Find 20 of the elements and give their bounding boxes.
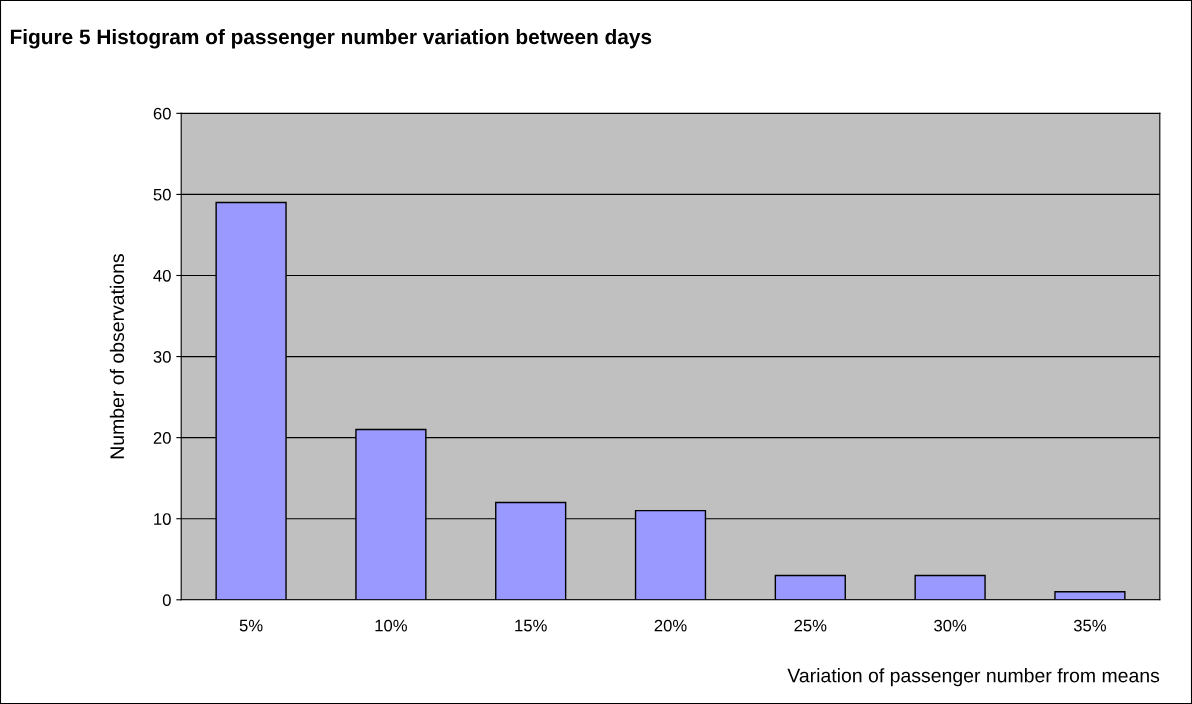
x-tick-label: 15% (515, 619, 547, 632)
x-tick-label: 5% (239, 619, 263, 632)
x-axis-title: Variation of passenger number from means (787, 668, 1160, 687)
x-tick-label: 25% (794, 619, 827, 632)
bar (914, 574, 986, 600)
bar (1054, 591, 1126, 600)
y-tick-label: 50 (153, 188, 171, 201)
y-tick-label: 30 (153, 350, 171, 363)
y-tick-label: 60 (153, 107, 171, 120)
x-tick-label: 30% (934, 619, 967, 632)
bar (774, 574, 846, 600)
x-tick-label: 35% (1073, 619, 1106, 632)
y-tick-label: 20 (153, 432, 171, 444)
x-tick-label: 20% (654, 619, 687, 632)
y-tick-label: 0 (162, 594, 171, 607)
x-tick-label: 10% (375, 619, 407, 632)
y-tick-label: 40 (153, 269, 171, 282)
y-axis-title: Number of observations (109, 254, 125, 459)
y-tick-label: 10 (154, 513, 171, 525)
chart-title: Figure 5 Histogram of passenger number variation between days (10, 28, 652, 49)
